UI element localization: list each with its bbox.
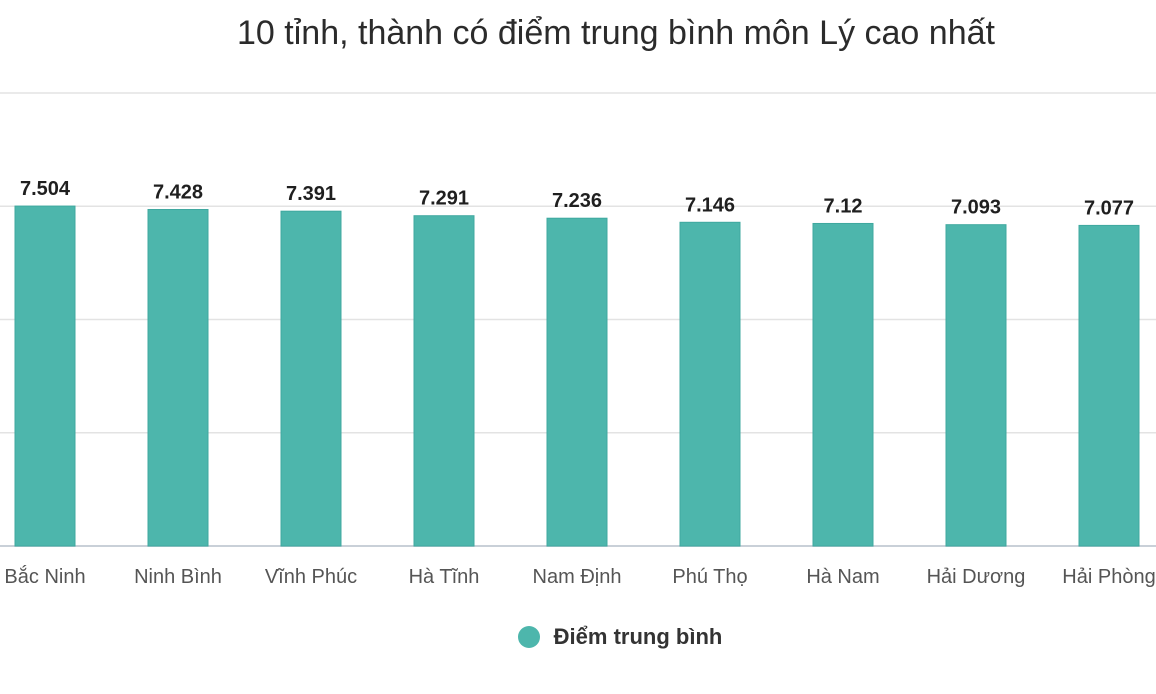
bar[interactable] <box>147 209 209 547</box>
chart-title: 10 tỉnh, thành có điểm trung bình môn Lý… <box>237 14 995 52</box>
bar[interactable] <box>679 221 741 547</box>
bar[interactable] <box>1078 224 1140 547</box>
x-tick-label: Ninh Bình <box>134 566 222 588</box>
bars <box>14 205 1140 547</box>
x-tick-label: Vĩnh Phúc <box>265 566 357 588</box>
x-tick-labels: Bắc Ninh Ninh Bình Vĩnh Phúc Hà Tĩnh Nam Địn… <box>4 565 1155 588</box>
x-tick-label: Nam Định <box>533 566 622 588</box>
data-label: 7.504 <box>20 178 71 200</box>
bar[interactable] <box>413 215 475 547</box>
data-label: 7.428 <box>153 182 203 204</box>
x-tick-label: Hà Tĩnh <box>409 566 480 588</box>
legend-label: Điểm trung bình <box>553 624 723 649</box>
bar[interactable] <box>546 217 608 547</box>
bar[interactable] <box>14 205 76 547</box>
x-tick-label: Hải Dương <box>927 566 1026 588</box>
legend[interactable]: Điểm trung bình <box>0 624 1156 650</box>
x-tick-label: Phú Thọ <box>672 566 747 588</box>
data-label: 7.291 <box>419 188 469 210</box>
x-tick-label: Hà Nam <box>806 566 879 588</box>
legend-marker-icon <box>517 626 540 648</box>
bar[interactable] <box>812 222 874 547</box>
bar[interactable] <box>945 224 1007 547</box>
data-label: 7.093 <box>951 197 1001 219</box>
data-label: 7.236 <box>552 190 602 212</box>
x-tick-label: Bắc Ninh <box>4 565 85 588</box>
x-tick-label: Hải Phòng <box>1062 566 1155 588</box>
data-label: 7.391 <box>286 183 336 205</box>
bar[interactable] <box>280 210 342 547</box>
data-label: 7.12 <box>824 195 863 217</box>
data-label: 7.077 <box>1084 197 1134 219</box>
data-label: 7.146 <box>685 194 735 216</box>
data-labels: 7.504 7.428 7.391 7.291 7.236 7.146 7.12 7.093 7… <box>20 178 1134 219</box>
